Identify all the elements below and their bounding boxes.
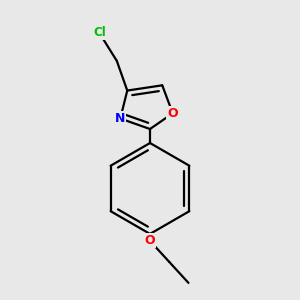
Text: O: O [167,107,178,120]
Text: O: O [145,234,155,248]
Text: Cl: Cl [93,26,106,39]
Text: N: N [115,112,125,125]
